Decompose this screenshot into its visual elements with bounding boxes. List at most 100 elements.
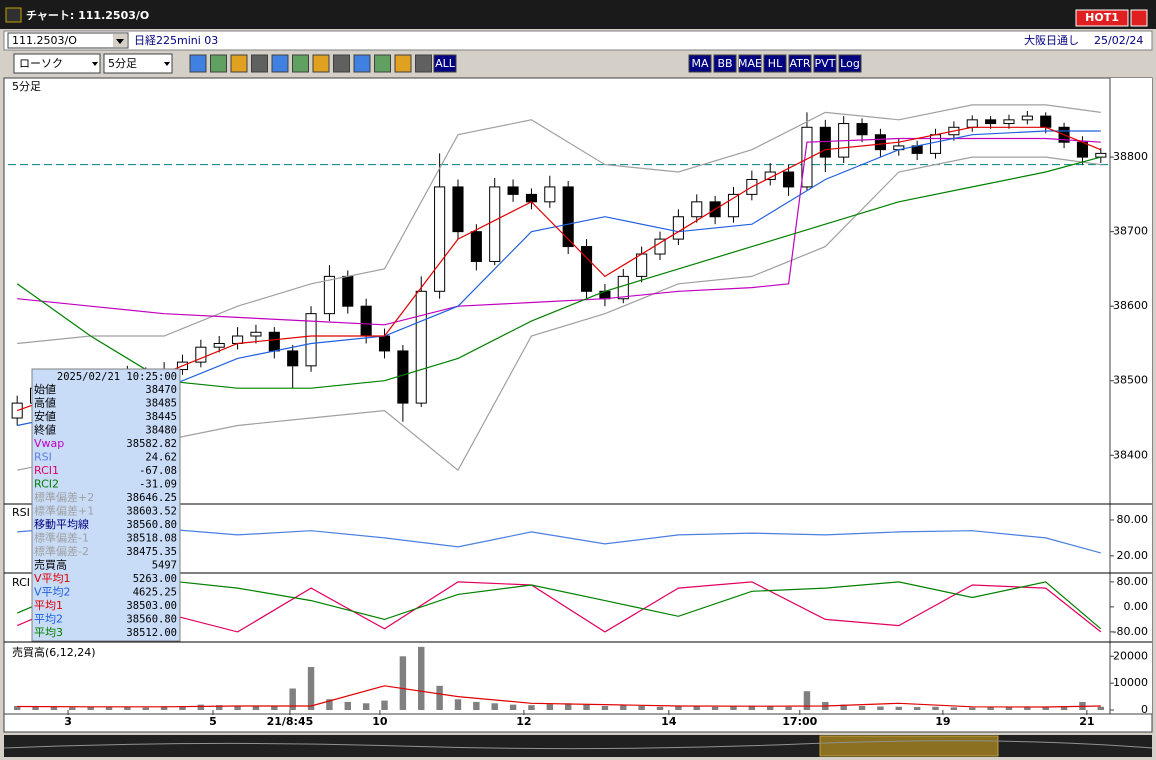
info-value: 38518.08 (126, 533, 177, 545)
candle-body (378, 335, 391, 352)
info-label: 高値 (34, 396, 56, 410)
chart-area (3, 77, 1153, 715)
volume-bar (32, 706, 39, 710)
info-label: 移動平均線 (34, 517, 89, 531)
tool-label[interactable]: MAE (738, 57, 762, 70)
candle-body (874, 134, 886, 151)
tool-label[interactable]: ALL (435, 57, 456, 70)
info-label: 安値 (34, 410, 56, 423)
y-tick-label: 38800 (1113, 150, 1148, 163)
candle-body (783, 171, 795, 188)
volume-bar (620, 705, 627, 710)
tool-icon[interactable] (230, 54, 248, 73)
volume-bar (564, 703, 572, 710)
tool-button[interactable] (813, 54, 837, 73)
info-value: 38560.80 (126, 519, 177, 531)
indicator-line (16, 156, 1101, 389)
tool-icon[interactable] (292, 54, 309, 73)
drop-arrow (164, 62, 170, 66)
candle-body (856, 123, 868, 136)
volume-bar (326, 699, 333, 710)
volume-bar (1005, 707, 1013, 710)
tool-label[interactable]: Log (840, 57, 860, 70)
x-tick-label: 14 (661, 715, 677, 728)
tool-button[interactable] (713, 54, 737, 73)
tool-icon[interactable] (189, 54, 207, 73)
tool-icon[interactable] (312, 54, 330, 73)
symbol-input[interactable] (7, 32, 129, 49)
volume-bar (858, 705, 866, 710)
panel-title: RCI (12, 576, 30, 589)
tool-label[interactable]: PVT (815, 57, 836, 70)
volume-bar (785, 706, 792, 710)
x-tick-label: 17:00 (782, 715, 817, 728)
info-label: RCI2 (34, 478, 59, 491)
tool-icon[interactable] (210, 54, 227, 73)
scroll-thumb[interactable] (819, 735, 999, 757)
volume-bar (160, 706, 168, 710)
candle-body (636, 253, 648, 277)
tool-icon[interactable] (415, 54, 432, 73)
candle-body (287, 350, 299, 367)
candle-body (544, 186, 556, 203)
tool-button[interactable] (788, 54, 812, 73)
tool-label[interactable]: HL (768, 57, 783, 70)
volume-bar (362, 703, 370, 710)
tool-icon[interactable] (394, 54, 412, 73)
candle-body (268, 331, 280, 352)
interval[interactable]: 5分足 (108, 57, 137, 70)
tool-icon[interactable] (353, 54, 371, 73)
info-value: 38475.35 (126, 546, 177, 558)
tool-icon[interactable] (333, 54, 350, 73)
y-tick-label: 38700 (1113, 225, 1148, 238)
candle-body (727, 193, 740, 218)
candle-body (342, 275, 354, 307)
candle-body (929, 134, 942, 154)
tool-button[interactable] (688, 54, 712, 73)
candle-body (507, 186, 519, 195)
candle-body (985, 119, 997, 125)
volume-bar (124, 706, 131, 710)
symbol[interactable]: 111.2503/O (12, 34, 77, 47)
volume-bar (87, 706, 94, 710)
volume-bar (271, 705, 278, 710)
tool-icon[interactable] (374, 54, 391, 73)
tool-icon[interactable] (271, 54, 289, 73)
volume-bar (638, 705, 645, 710)
candle-body (672, 216, 684, 240)
info-value: 38582.82 (126, 438, 177, 450)
volume-bar (748, 705, 756, 710)
volume-bar (932, 706, 939, 710)
tool-button[interactable] (838, 54, 862, 73)
volume-bar (969, 707, 976, 710)
volume-bar (491, 703, 498, 710)
tool-button[interactable] (738, 54, 762, 73)
interval-select[interactable] (103, 53, 173, 74)
info-label: 標準偏差+2 (34, 490, 94, 504)
volume-bar (418, 646, 425, 710)
candle-body (1040, 115, 1052, 128)
x-tick-label: 21/8:45 (267, 715, 314, 728)
tool-label[interactable]: BB (717, 57, 732, 70)
close-button[interactable] (1130, 9, 1148, 27)
chart-style[interactable]: ローソク (19, 57, 63, 70)
tool-icon[interactable] (251, 54, 268, 73)
hot-button[interactable] (1075, 9, 1129, 27)
indicator-line (16, 579, 1102, 630)
window-title: チャート: 111.2503/O (26, 9, 149, 22)
y-tick-label: 38500 (1113, 374, 1148, 387)
tool-button[interactable] (433, 54, 457, 73)
tool-button[interactable] (763, 54, 787, 73)
info-value: -31.09 (139, 479, 177, 491)
style-select[interactable] (13, 53, 101, 74)
time-axis-bg (3, 713, 1153, 733)
candle-body (470, 231, 482, 262)
info-value: 5263.00 (133, 573, 177, 585)
tool-label[interactable]: MA (691, 57, 708, 70)
x-tick-label: 3 (64, 715, 72, 728)
candle-body (764, 171, 776, 180)
hot-label[interactable]: HOT1 (1085, 11, 1119, 24)
tool-label[interactable]: ATR (789, 57, 810, 70)
y-tick-label: 20000 (1113, 649, 1148, 662)
